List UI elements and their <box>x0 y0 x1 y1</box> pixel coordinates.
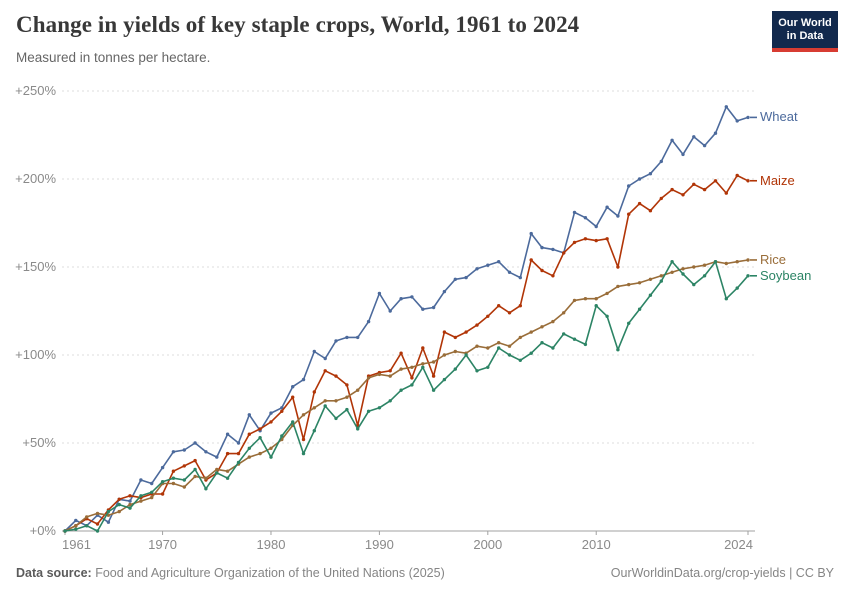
chart-subtitle: Measured in tonnes per hectare. <box>16 50 211 65</box>
svg-text:2024: 2024 <box>724 537 753 552</box>
owid-logo[interactable]: Our World in Data <box>772 11 838 52</box>
svg-text:+150%: +150% <box>15 259 56 274</box>
svg-text:+50%: +50% <box>22 435 56 450</box>
series-label-maize: Maize <box>760 172 795 188</box>
svg-text:+250%: +250% <box>15 83 56 98</box>
series-label-wheat: Wheat <box>760 109 798 125</box>
data-source-text: Food and Agriculture Organization of the… <box>95 566 445 580</box>
svg-text:+0%: +0% <box>30 523 57 538</box>
series-label-soybean: Soybean <box>760 267 812 283</box>
owid-logo-line2: in Data <box>786 29 824 42</box>
svg-text:+200%: +200% <box>15 171 56 186</box>
owid-url-link[interactable]: OurWorldinData.org/crop-yields | CC BY <box>610 566 834 580</box>
chart-title: Change in yields of key staple crops, Wo… <box>16 12 580 37</box>
svg-text:2010: 2010 <box>582 537 611 552</box>
chart-footer: Data source: Food and Agriculture Organi… <box>16 566 834 580</box>
series-label-rice: Rice <box>760 251 787 267</box>
owid-logo-line1: Our World <box>778 16 832 29</box>
svg-text:1990: 1990 <box>365 537 394 552</box>
svg-text:1980: 1980 <box>257 537 286 552</box>
data-source-label: Data source: <box>16 566 92 580</box>
svg-text:1961: 1961 <box>62 537 91 552</box>
svg-text:1970: 1970 <box>148 537 177 552</box>
svg-text:+100%: +100% <box>15 347 56 362</box>
data-source: Data source: Food and Agriculture Organi… <box>16 566 445 580</box>
svg-text:2000: 2000 <box>473 537 502 552</box>
